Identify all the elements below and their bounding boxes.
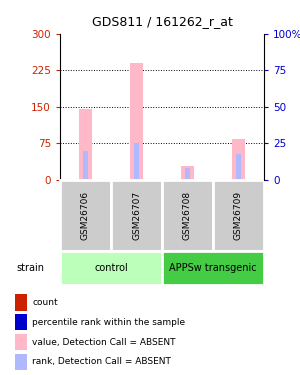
Text: GSM26706: GSM26706 (81, 191, 90, 240)
Bar (130, 63, 143, 180)
Bar (236, 154, 241, 180)
Text: rank, Detection Call = ABSENT: rank, Detection Call = ABSENT (32, 357, 171, 366)
Bar (15, 294, 27, 310)
Text: control: control (94, 263, 128, 273)
Text: strain: strain (17, 263, 45, 273)
Bar (111, 180, 162, 251)
Bar (60, 180, 111, 251)
Text: GDS811 / 161262_r_at: GDS811 / 161262_r_at (92, 15, 232, 28)
Bar (134, 144, 139, 180)
Bar (181, 166, 194, 180)
Text: count: count (32, 298, 58, 307)
Bar (60, 251, 162, 285)
Bar (15, 334, 27, 350)
Bar (79, 110, 92, 180)
Bar (15, 354, 27, 370)
Bar (232, 139, 245, 180)
Bar (185, 168, 190, 180)
Bar (213, 180, 264, 251)
Text: APPSw transgenic: APPSw transgenic (169, 263, 257, 273)
Text: GSM26709: GSM26709 (234, 191, 243, 240)
Bar (83, 151, 88, 180)
Bar (162, 251, 264, 285)
Text: GSM26707: GSM26707 (132, 191, 141, 240)
Bar (162, 180, 213, 251)
Text: percentile rank within the sample: percentile rank within the sample (32, 318, 186, 327)
Text: value, Detection Call = ABSENT: value, Detection Call = ABSENT (32, 338, 176, 346)
Bar (15, 314, 27, 330)
Text: GSM26708: GSM26708 (183, 191, 192, 240)
